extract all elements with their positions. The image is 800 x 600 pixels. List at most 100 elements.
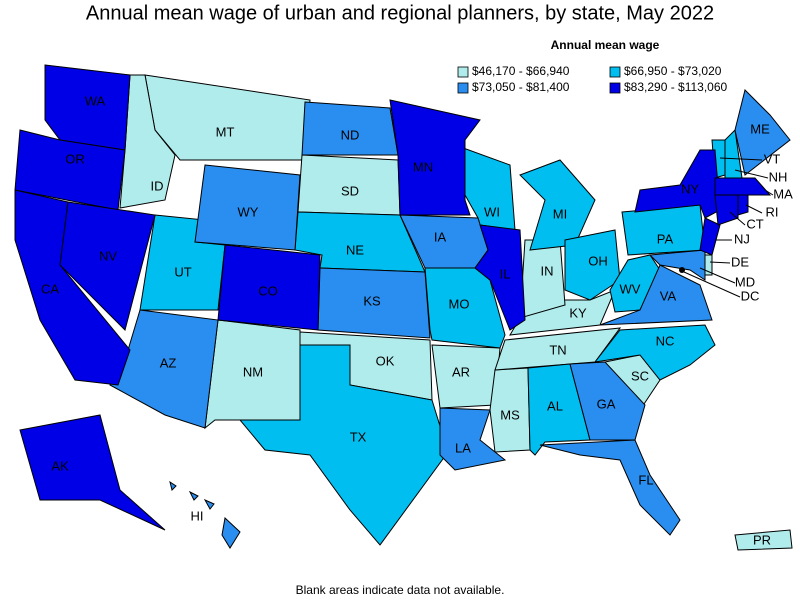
state-label: SC <box>631 368 649 383</box>
state <box>593 324 716 381</box>
state-label: AZ <box>160 355 177 370</box>
legend-label: $73,050 - $81,400 <box>472 80 570 94</box>
state-label: NH <box>769 169 788 184</box>
state <box>634 149 721 219</box>
leader-line <box>699 267 736 284</box>
state-label: OH <box>588 253 608 268</box>
state-label: WV <box>620 281 641 296</box>
legend-label: $46,170 - $66,940 <box>472 64 570 78</box>
state <box>194 164 301 251</box>
state <box>599 264 713 326</box>
state <box>59 201 156 331</box>
state-label: WY <box>238 204 259 219</box>
state <box>14 129 126 211</box>
state <box>564 229 621 301</box>
state <box>734 529 793 551</box>
state <box>489 367 531 453</box>
state-label: NY <box>681 181 699 196</box>
state <box>734 89 791 176</box>
state-label: NC <box>656 333 675 348</box>
state-label: OR <box>65 151 85 166</box>
state-label: TX <box>350 429 367 444</box>
state-label: MD <box>735 274 755 289</box>
state-label: RI <box>766 204 779 219</box>
legend: $46,170 - $66,940 $66,950 - $73,020 $73,05… <box>457 64 728 94</box>
state-label: CA <box>41 281 59 296</box>
state <box>144 74 311 161</box>
state <box>217 244 321 331</box>
state-label: ND <box>341 127 360 142</box>
leader-line <box>709 261 731 264</box>
state <box>238 344 449 546</box>
state-dot <box>679 267 685 273</box>
state <box>569 361 646 441</box>
leader-line <box>734 169 769 179</box>
legend-title: Annual mean wage <box>551 38 660 52</box>
state-label: OK <box>376 353 395 368</box>
state-label: MN <box>413 159 433 174</box>
footnote: Blank areas indicate data not available. <box>296 583 505 597</box>
state-label: GA <box>597 396 616 411</box>
state-label: MO <box>449 296 470 311</box>
state <box>714 194 739 226</box>
state-label: KY <box>569 305 587 320</box>
state-label: TN <box>549 342 566 357</box>
state-label: WA <box>85 93 106 108</box>
state-label: LA <box>455 440 471 455</box>
legend-swatch <box>609 82 621 94</box>
leader-line <box>764 189 774 196</box>
state-label: CT <box>746 216 763 231</box>
state-label: ME <box>750 121 770 136</box>
state-label: NV <box>99 248 117 263</box>
state-labels: MT ID SD NM OK AR MS KY IN TN SC DE PR UT NE TX MO WI MI OH… <box>41 93 793 547</box>
state-label: ID <box>151 178 164 193</box>
state-label: UT <box>174 264 191 279</box>
state-label: PR <box>753 532 771 547</box>
legend-swatch <box>457 66 469 78</box>
state-label: NM <box>243 364 263 379</box>
legend-label: $66,950 - $73,020 <box>624 64 722 78</box>
state <box>519 239 566 319</box>
state-label: MT <box>216 124 235 139</box>
state-label: HI <box>191 508 204 523</box>
state <box>474 224 526 331</box>
legend-swatch <box>609 66 621 78</box>
leader-line <box>719 157 763 161</box>
leader-line <box>683 271 741 298</box>
state-label: DC <box>741 288 760 303</box>
leader-line <box>729 211 746 226</box>
state <box>699 217 721 256</box>
state-label: FL <box>638 472 653 487</box>
state-label: WI <box>484 204 500 219</box>
state-label: MA <box>773 186 793 201</box>
state-label: AR <box>452 364 470 379</box>
state-label: MI <box>553 206 567 221</box>
state-label: CO <box>258 283 278 298</box>
state <box>19 414 166 531</box>
state <box>389 99 481 216</box>
state <box>169 480 241 549</box>
leader-line <box>745 204 763 214</box>
state-label: MS <box>500 407 520 422</box>
state-label: KS <box>363 293 381 308</box>
state-label: IA <box>434 229 447 244</box>
legend-swatch <box>457 82 469 94</box>
state-label: VA <box>660 288 677 303</box>
map-title: Annual mean wage of urban and regional p… <box>86 2 714 24</box>
legend-label: $83,290 - $113,060 <box>624 80 728 94</box>
state <box>714 177 772 196</box>
state-label: IL <box>500 266 511 281</box>
state-label: VT <box>764 151 781 166</box>
state-label: NE <box>346 242 364 257</box>
states <box>14 64 793 551</box>
state <box>539 439 681 536</box>
state-label: SD <box>341 183 359 198</box>
state-label: AL <box>547 398 563 413</box>
state <box>648 249 706 281</box>
state <box>439 407 507 471</box>
state-label: AK <box>51 458 69 473</box>
state <box>737 194 749 216</box>
state-label: PA <box>657 231 674 246</box>
state-label: NJ <box>734 231 750 246</box>
state-label: DE <box>731 254 749 269</box>
